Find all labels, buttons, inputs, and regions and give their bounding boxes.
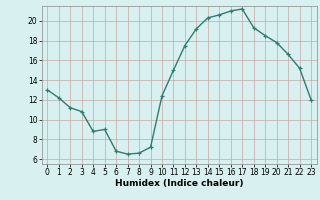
- X-axis label: Humidex (Indice chaleur): Humidex (Indice chaleur): [115, 179, 244, 188]
